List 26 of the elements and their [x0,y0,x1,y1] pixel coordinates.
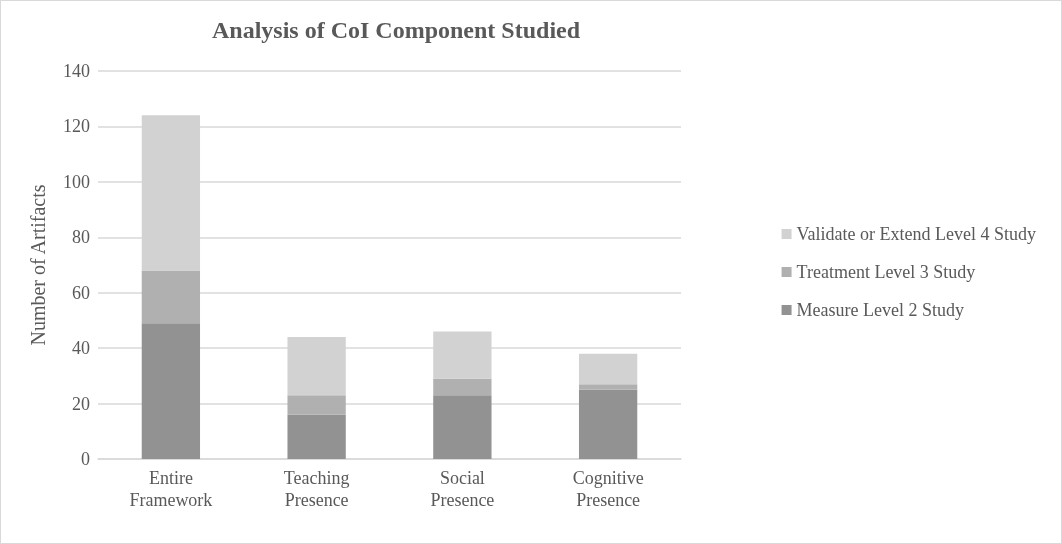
x-tick-label: Teaching Presence [283,468,350,510]
y-tick-label: 60 [72,282,90,303]
legend-label: Treatment Level 3 Study [796,262,976,282]
y-axis-title: Number of Artifacts [27,184,49,346]
y-tick-label: 140 [63,61,90,81]
y-tick-label: 80 [72,227,90,248]
bar [141,323,201,459]
y-tick-label: 100 [63,171,90,192]
bar [287,414,346,459]
x-tick-label: Entire Framework [129,468,213,510]
y-tick-label: 120 [63,116,90,137]
bar [578,353,638,385]
x-tick-label: Social Presence [430,468,495,510]
bar [433,395,492,459]
bar [433,378,492,396]
y-tick-label: 20 [72,393,90,414]
x-tick-label: Cognitive Presence [572,468,644,510]
bar [141,270,201,324]
y-tick-label: 0 [81,449,90,469]
bar [578,384,638,390]
y-tick-label: 40 [72,338,90,359]
legend-label: Measure Level 2 Study [796,300,965,320]
chart-title: Analysis of CoI Component Studied [211,17,581,43]
bar [287,395,346,415]
legend-label: Validate or Extend Level 4 Study [796,224,1037,244]
bar [578,389,638,459]
